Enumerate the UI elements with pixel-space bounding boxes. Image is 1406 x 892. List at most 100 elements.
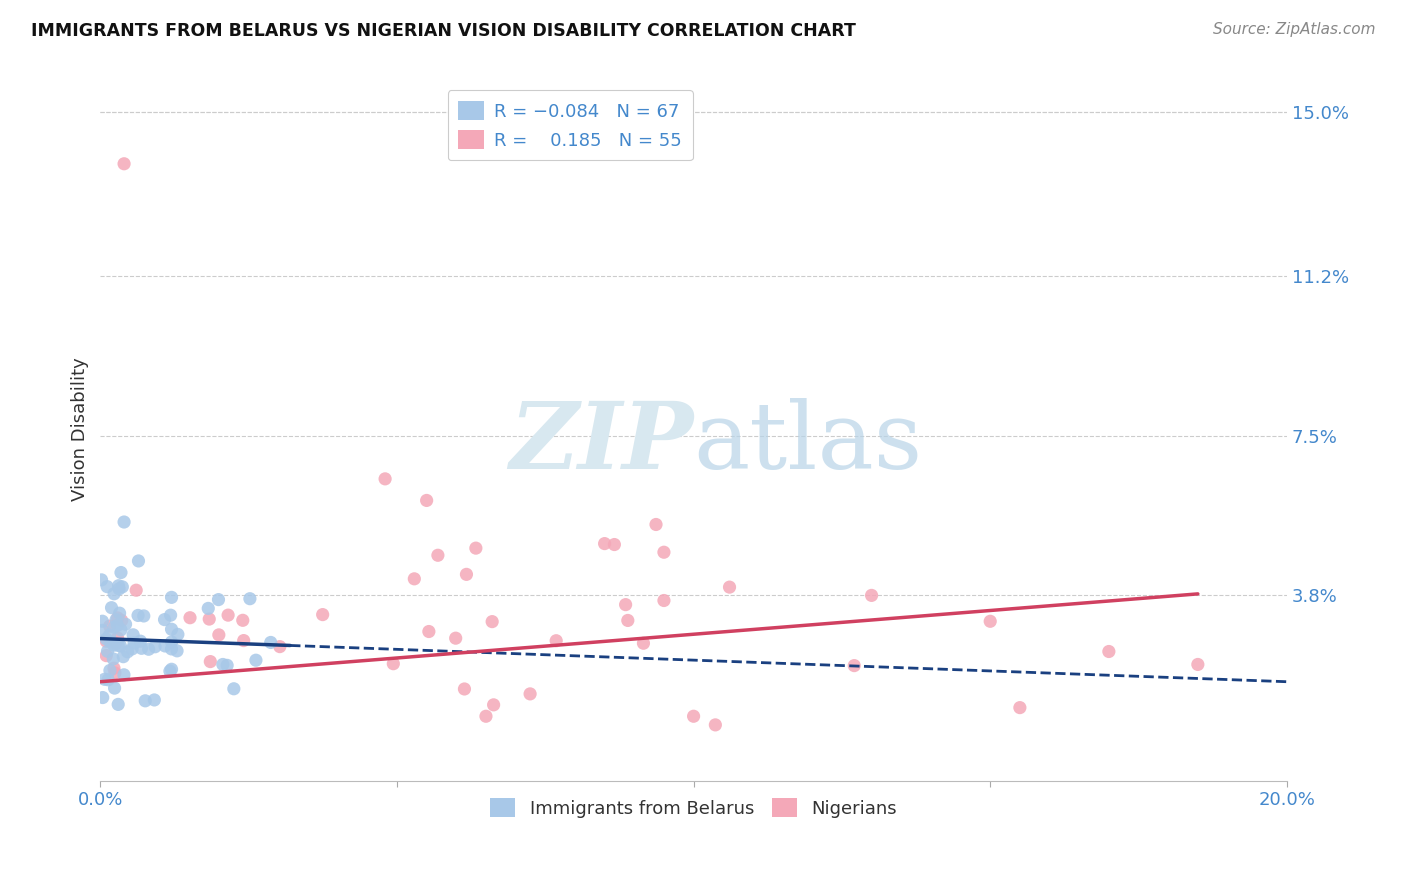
Point <box>127 554 149 568</box>
Point <box>112 668 135 682</box>
Point <box>91 690 114 705</box>
Point <box>111 580 134 594</box>
Point <box>222 681 245 696</box>
Point <box>103 587 125 601</box>
Point <box>107 611 129 625</box>
Point <box>103 652 125 666</box>
Point <box>179 611 201 625</box>
Point <box>160 635 183 649</box>
Point <box>444 631 467 645</box>
Point <box>107 638 129 652</box>
Point <box>103 681 125 695</box>
Point <box>131 641 153 656</box>
Point <box>382 657 405 671</box>
Point <box>475 709 498 723</box>
Point <box>96 580 118 594</box>
Point <box>159 608 181 623</box>
Text: atlas: atlas <box>693 399 922 488</box>
Point <box>153 613 176 627</box>
Point <box>456 567 478 582</box>
Point <box>614 598 637 612</box>
Point <box>96 648 118 663</box>
Point <box>208 628 231 642</box>
Point <box>979 615 1001 629</box>
Text: Source: ZipAtlas.com: Source: ZipAtlas.com <box>1212 22 1375 37</box>
Point <box>132 609 155 624</box>
Point <box>112 157 135 171</box>
Point <box>121 641 143 656</box>
Point <box>426 548 449 562</box>
Point <box>107 698 129 712</box>
Point <box>100 635 122 649</box>
Point <box>90 573 112 587</box>
Point <box>105 613 128 627</box>
Point <box>127 608 149 623</box>
Point <box>98 619 121 633</box>
Point <box>134 694 156 708</box>
Point <box>374 472 396 486</box>
Point <box>269 640 291 654</box>
Point <box>481 615 503 629</box>
Point <box>122 636 145 650</box>
Point <box>98 628 121 642</box>
Point <box>107 631 129 645</box>
Point <box>122 628 145 642</box>
Point <box>96 644 118 658</box>
Point <box>245 653 267 667</box>
Point <box>482 698 505 712</box>
Point <box>108 606 131 620</box>
Point <box>112 515 135 529</box>
Point <box>211 657 233 672</box>
Text: ZIP: ZIP <box>509 399 693 488</box>
Point <box>96 634 118 648</box>
Point <box>860 588 883 602</box>
Text: IMMIGRANTS FROM BELARUS VS NIGERIAN VISION DISABILITY CORRELATION CHART: IMMIGRANTS FROM BELARUS VS NIGERIAN VISI… <box>31 22 856 40</box>
Point <box>117 645 139 659</box>
Point <box>143 640 166 654</box>
Point <box>652 545 675 559</box>
Point <box>96 632 118 646</box>
Point <box>239 591 262 606</box>
Point <box>104 665 127 680</box>
Point <box>100 600 122 615</box>
Point <box>453 681 475 696</box>
Point <box>682 709 704 723</box>
Point <box>1187 657 1209 672</box>
Point <box>107 579 129 593</box>
Point <box>129 634 152 648</box>
Point <box>617 614 640 628</box>
Point <box>464 541 486 556</box>
Point <box>91 614 114 628</box>
Point <box>97 673 120 687</box>
Point <box>160 591 183 605</box>
Point <box>159 664 181 678</box>
Point <box>404 572 426 586</box>
Point <box>633 636 655 650</box>
Point <box>167 627 190 641</box>
Point <box>104 636 127 650</box>
Point <box>232 613 254 627</box>
Point <box>110 566 132 580</box>
Point <box>217 608 239 623</box>
Point <box>153 639 176 653</box>
Point <box>217 658 239 673</box>
Point <box>1098 644 1121 658</box>
Point <box>107 618 129 632</box>
Point <box>415 493 437 508</box>
Point <box>519 687 541 701</box>
Point <box>110 639 132 653</box>
Point <box>98 664 121 678</box>
Point <box>1008 700 1031 714</box>
Point <box>103 638 125 652</box>
Point <box>260 635 283 649</box>
Point <box>311 607 333 622</box>
Point <box>200 655 222 669</box>
Point <box>593 536 616 550</box>
Point <box>114 617 136 632</box>
Point <box>704 718 727 732</box>
Point <box>718 580 741 594</box>
Point <box>207 592 229 607</box>
Point <box>603 537 626 551</box>
Point <box>112 649 135 664</box>
Point <box>91 624 114 638</box>
